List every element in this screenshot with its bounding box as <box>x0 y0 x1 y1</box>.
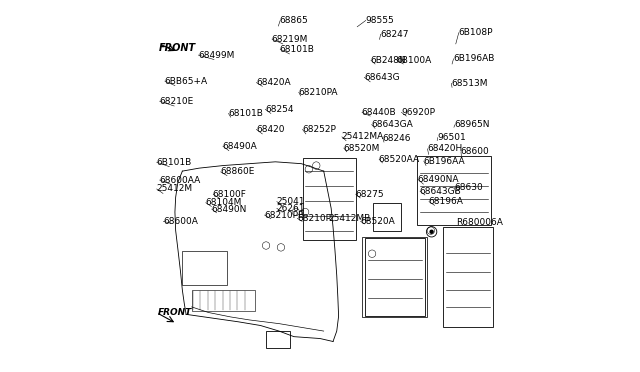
Bar <box>266 331 290 348</box>
Text: 68219M: 68219M <box>271 35 308 44</box>
Text: 68520AA: 68520AA <box>379 155 420 164</box>
Text: 26261: 26261 <box>276 204 305 213</box>
Text: 25041: 25041 <box>276 197 305 206</box>
Text: FRONT: FRONT <box>159 43 196 52</box>
Bar <box>443 227 493 327</box>
Text: 98555: 98555 <box>365 16 394 25</box>
Text: 68520A: 68520A <box>360 217 395 226</box>
Text: 68101B: 68101B <box>228 109 263 118</box>
Bar <box>182 251 227 285</box>
Text: 68420: 68420 <box>256 125 285 134</box>
Text: 68210E: 68210E <box>159 97 193 106</box>
Text: R680006A: R680006A <box>456 218 502 227</box>
Text: 68440B: 68440B <box>362 108 396 117</box>
Text: 68247: 68247 <box>380 30 409 39</box>
Text: 68252P: 68252P <box>302 125 336 134</box>
Text: 68210P: 68210P <box>297 214 331 223</box>
Text: 96501: 96501 <box>437 133 466 142</box>
Text: 68865: 68865 <box>280 16 308 25</box>
Text: 25412M: 25412M <box>156 185 193 193</box>
Circle shape <box>430 230 433 233</box>
Bar <box>362 237 427 317</box>
Bar <box>365 238 425 316</box>
Text: 68499M: 68499M <box>198 51 234 60</box>
Text: 68100F: 68100F <box>213 190 247 199</box>
Text: 68600: 68600 <box>461 147 490 156</box>
Text: 96920P: 96920P <box>401 108 435 117</box>
Text: 6B196AB: 6B196AB <box>453 54 495 63</box>
Text: 68643G: 68643G <box>364 73 399 82</box>
Text: 68965N: 68965N <box>454 120 490 129</box>
Text: 25412MA: 25412MA <box>342 132 384 141</box>
Text: 68520M: 68520M <box>344 144 380 153</box>
Text: 68490NA: 68490NA <box>417 175 459 184</box>
Text: 6BB65+A: 6BB65+A <box>164 77 207 86</box>
Text: 68196A: 68196A <box>429 197 463 206</box>
Text: 68254: 68254 <box>265 105 294 114</box>
Text: 68210PB: 68210PB <box>264 211 305 219</box>
Bar <box>303 158 356 240</box>
Text: 68420H: 68420H <box>427 144 462 153</box>
Text: 68104M: 68104M <box>205 198 242 207</box>
Text: 68246: 68246 <box>383 134 411 143</box>
Text: 68420A: 68420A <box>256 78 291 87</box>
Text: 68630: 68630 <box>454 183 483 192</box>
Bar <box>191 290 255 311</box>
Text: 68643GB: 68643GB <box>420 187 461 196</box>
Text: 25412MB: 25412MB <box>328 214 371 223</box>
Text: 68513M: 68513M <box>451 79 488 88</box>
Text: 68860E: 68860E <box>220 167 255 176</box>
Text: 68490N: 68490N <box>211 205 247 214</box>
Bar <box>417 156 491 225</box>
Bar <box>373 203 401 231</box>
Text: 68275: 68275 <box>355 190 384 199</box>
Text: 6B196AA: 6B196AA <box>424 157 465 166</box>
Text: 68490A: 68490A <box>223 142 257 151</box>
Text: 68210PA: 68210PA <box>298 88 338 97</box>
Text: FRONT: FRONT <box>158 308 193 317</box>
Text: 68600A: 68600A <box>163 217 198 226</box>
Text: 6B108P: 6B108P <box>458 28 493 37</box>
Text: 6B101B: 6B101B <box>156 158 191 167</box>
Text: 68101B: 68101B <box>280 45 315 54</box>
Text: 68643GA: 68643GA <box>371 120 413 129</box>
Text: 68600AA: 68600AA <box>159 176 200 185</box>
Text: 6B248N: 6B248N <box>371 56 406 65</box>
Text: 6B100A: 6B100A <box>397 56 432 65</box>
